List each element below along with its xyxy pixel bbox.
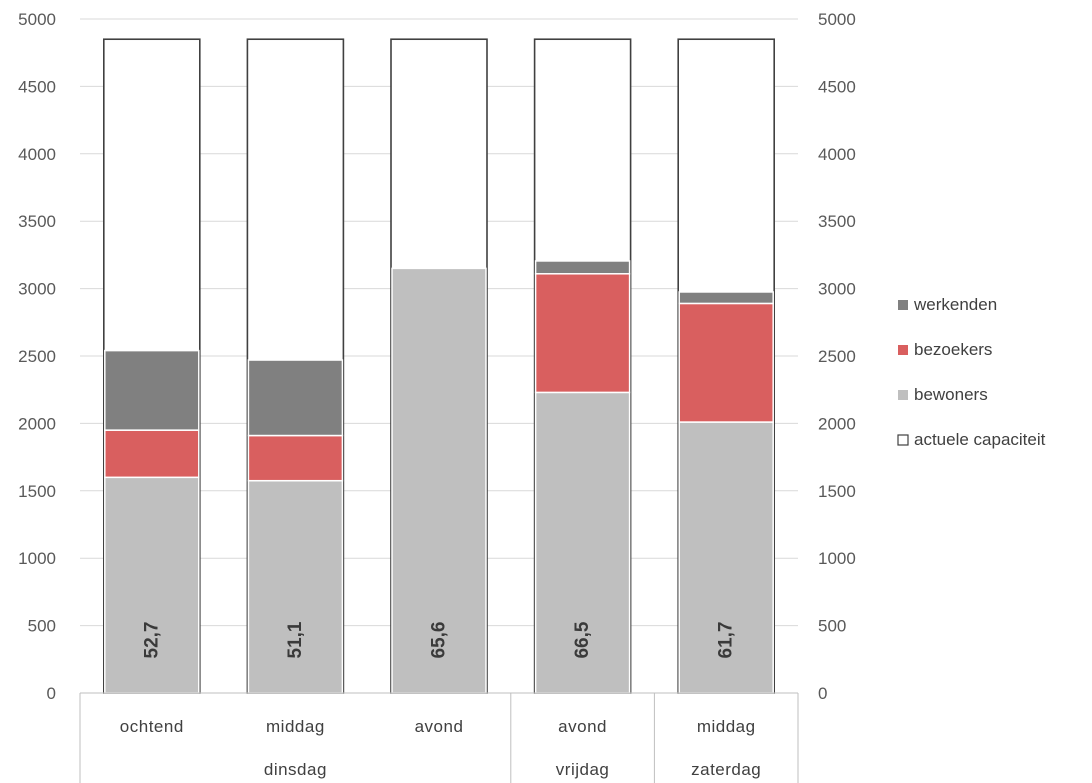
right-axis-ticks: 0 500 1000 1500 2000 2500 3000 3500 4000 4500 5000 [818,10,856,703]
legend: werkenden bezoekers bewoners actuele capaci… [897,295,1046,449]
legend-label: werkenden [913,295,997,314]
legend-swatch [898,390,908,400]
data-label: 66,5 [572,621,593,658]
werkenden-segment [678,291,774,305]
bezoekers-segment [678,302,774,423]
bewoners-segment [678,421,774,694]
werkenden-segment [247,359,344,437]
right-tick-label: 4000 [818,145,856,164]
bars [103,38,776,694]
left-tick-label: 500 [28,617,56,636]
left-tick-label: 3500 [18,212,56,231]
right-tick-label: 500 [818,617,846,636]
category-label: avond [415,717,464,736]
legend-swatch [897,434,909,446]
data-label: 61,7 [716,622,737,659]
category-label: middag [697,717,756,736]
bezoekers-segment [534,273,631,394]
left-tick-label: 4000 [18,145,56,164]
group-label: zaterdag [691,760,761,779]
right-tick-label: 3000 [818,280,856,299]
right-tick-label: 0 [818,684,827,703]
right-tick-label: 1000 [818,549,856,568]
group-label: dinsdag [264,760,327,779]
group-label: vrijdag [556,760,610,779]
left-tick-label: 2000 [18,414,56,433]
left-tick-label: 4500 [18,77,56,96]
data-labels: 52,7 51,1 65,6 66,5 61,7 [141,621,736,658]
bewoners-segment [104,476,200,694]
left-tick-label: 0 [47,684,56,703]
left-tick-label: 5000 [18,10,56,29]
bezoekers-segment [247,434,344,482]
bewoners-segment [391,267,487,694]
right-tick-label: 3500 [818,212,856,231]
legend-swatch [898,345,908,355]
werkenden-segment [534,260,631,275]
right-tick-label: 1500 [818,482,856,501]
left-tick-label: 2500 [18,347,56,366]
left-axis-ticks: 0 500 1000 1500 2000 2500 3000 3500 4000 4500 5000 [18,10,56,703]
right-tick-label: 5000 [818,10,856,29]
left-tick-label: 1500 [18,482,56,501]
category-label: ochtend [120,717,184,736]
bewoners-segment [247,479,344,694]
category-axis: ochtend middag avond avond middag dinsdag vrij… [79,692,799,783]
legend-label: actuele capaciteit [914,430,1046,449]
category-label: avond [558,717,607,736]
legend-label: bewoners [914,385,988,404]
legend-swatch [898,300,908,310]
data-label: 51,1 [285,621,306,658]
left-tick-label: 1000 [18,549,56,568]
category-label: middag [266,717,325,736]
werkenden-segment [104,349,200,431]
legend-label: bezoekers [914,340,992,359]
right-tick-label: 2000 [818,414,856,433]
right-tick-label: 4500 [818,77,856,96]
data-label: 52,7 [141,622,162,659]
right-tick-label: 2500 [818,347,856,366]
data-label: 65,6 [429,622,450,659]
left-tick-label: 3000 [18,280,56,299]
bezoekers-segment [104,429,200,479]
